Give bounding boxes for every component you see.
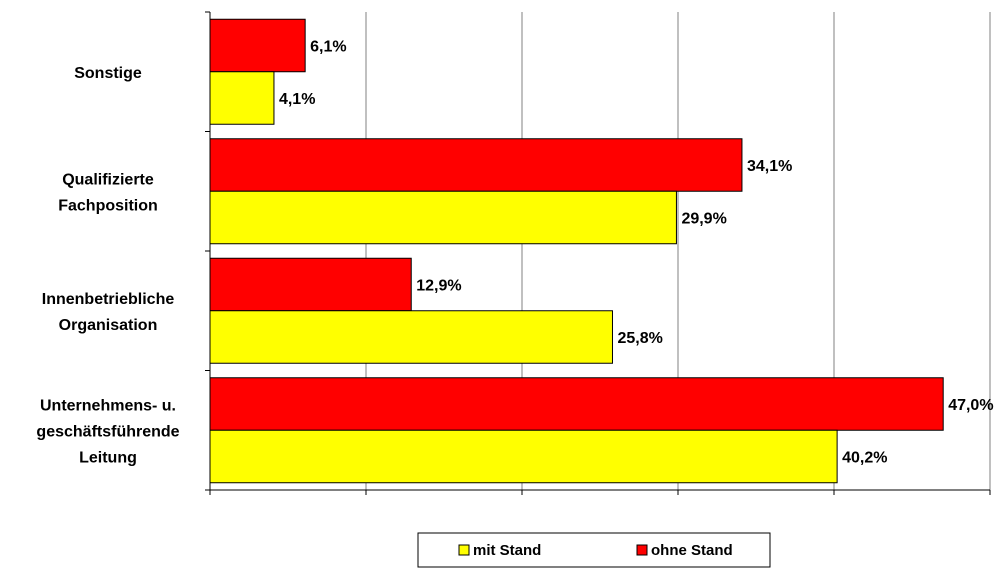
bar-ohne-stand <box>209 257 412 312</box>
data-label: 47,0% <box>948 397 993 414</box>
legend-swatch <box>636 544 648 556</box>
category-label: Unternehmens- u. <box>40 397 176 414</box>
category-label: Leitung <box>79 449 137 466</box>
legend-label: mit Stand <box>473 542 541 559</box>
legend-box <box>417 532 771 568</box>
data-label: 12,9% <box>416 278 461 295</box>
bar-mit-stand <box>209 429 838 484</box>
category-label: Fachposition <box>58 197 158 214</box>
legend-swatch <box>458 544 470 556</box>
data-label: 6,1% <box>310 39 346 56</box>
data-label: 4,1% <box>279 91 315 108</box>
category-label: Qualifizierte <box>62 171 154 188</box>
bars <box>209 18 944 484</box>
data-label: 34,1% <box>747 158 792 175</box>
category-label: Organisation <box>59 317 158 334</box>
legend: mit Stand ohne Stand <box>417 532 771 568</box>
bar-ohne-stand <box>209 18 306 73</box>
bar-mit-stand <box>209 71 275 125</box>
category-label: Innenbetriebliche <box>42 291 175 308</box>
axes <box>205 11 991 495</box>
bar-mit-stand <box>209 190 677 245</box>
category-label: geschäftsführende <box>36 423 179 440</box>
category-label: Sonstige <box>74 65 142 82</box>
labels: 6,1% 4,1% Sonstige 34,1% 29,9% Qualifizierte F… <box>36 39 993 467</box>
legend-label: ohne Stand <box>651 542 733 559</box>
bar-ohne-stand <box>209 377 944 431</box>
data-label: 25,8% <box>617 330 662 347</box>
bar-mit-stand <box>209 310 613 364</box>
bar-ohne-stand <box>209 138 743 192</box>
data-label: 40,2% <box>842 450 887 467</box>
data-label: 29,9% <box>681 211 726 228</box>
